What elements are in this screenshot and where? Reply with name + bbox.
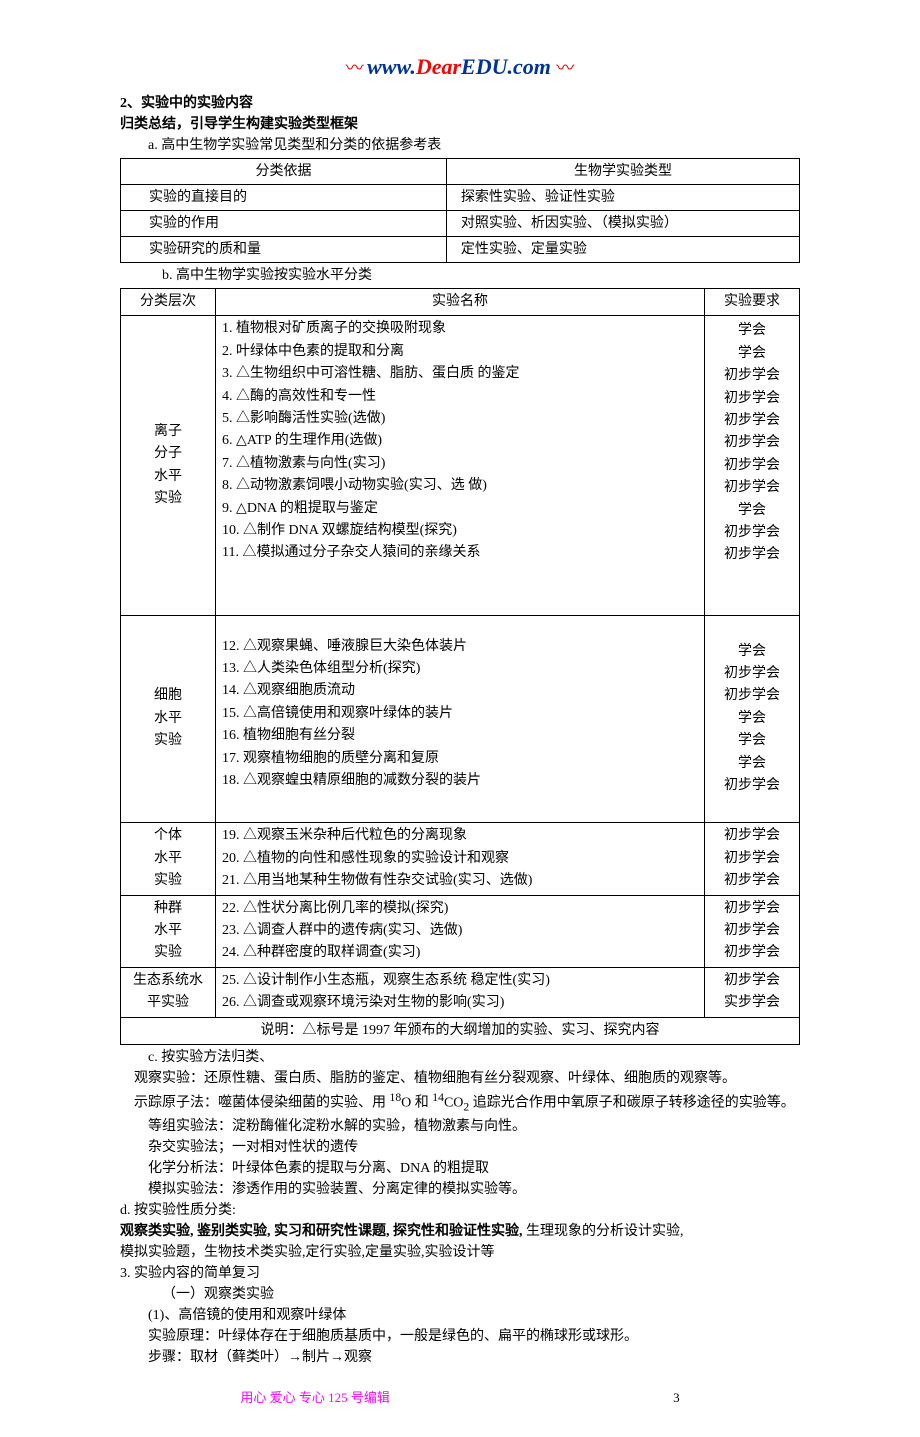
logo-mid: Dear [416, 54, 461, 79]
sup-18: 18 [390, 1091, 402, 1104]
t2-h3: 实验要求 [704, 289, 799, 316]
t2-g2-items: 12. △观察果蝇、唾液腺巨大染色体装片 13. △人类染色体组型分析(探究) … [216, 615, 705, 823]
section-2-subtitle: 归类总结，引导学生构建实验类型框架 [120, 114, 800, 135]
swoosh-left-icon: 〰 [346, 58, 364, 78]
page-number: 3 [673, 1388, 680, 1408]
t1-h2: 生物学实验类型 [446, 159, 799, 185]
sec3-p2: 步骤：取材（藓类叶）→制片→观察 [120, 1347, 800, 1368]
c-l2d: 追踪光合作用中氧原子和碳原子转移途径的实验等。 [469, 1096, 795, 1111]
t2-g4-cat: 种群 水平 实验 [121, 895, 216, 967]
t2-g1-cat: 离子 分子 水平 实验 [121, 316, 216, 615]
d-rest1: 生理现象的分析设计实验, [523, 1224, 684, 1239]
t2-h1: 分类层次 [121, 289, 216, 316]
t2-g3-req: 初步学会 初步学会 初步学会 [704, 823, 799, 895]
t2-h2: 实验名称 [216, 289, 705, 316]
t1-r1c1: 实验的直接目的 [121, 185, 447, 211]
t2-g2-cat: 细胞 水平 实验 [121, 615, 216, 823]
c-l2c: CO [444, 1096, 463, 1111]
t2-g1-req: 学会 学会 初步学会 初步学会 初步学会 初步学会 初步学会 初步学会 学会 初… [704, 316, 799, 615]
sec3-item1: (1)、高倍镜的使用和观察叶绿体 [120, 1305, 800, 1326]
c-l2a: 示踪原子法：噬菌体侵染细菌的实验、用 [134, 1096, 390, 1111]
c-line-1: 观察实验：还原性糖、蛋白质、脂肪的鉴定、植物细胞有丝分裂观察、叶绿体、细胞质的观… [120, 1068, 800, 1089]
sec3-p1: 实验原理：叶绿体存在于细胞质基质中，一般是绿色的、扁平的椭球形或球形。 [120, 1326, 800, 1347]
sup-14: 14 [432, 1091, 444, 1104]
section-2-title: 2、实验中的实验内容 [120, 93, 800, 114]
site-logo: 〰 www.DearEDU.com 〰 [120, 50, 800, 83]
t2-g4-items: 22. △性状分离比例几率的模拟(探究) 23. △调查人群中的遗传病(实习、选… [216, 895, 705, 967]
t2-note: 说明：△标号是 1997 年颁布的大纲增加的实验、实习、探究内容 [121, 1017, 800, 1044]
t2-g2-req: 学会 初步学会 初步学会 学会 学会 学会 初步学会 [704, 615, 799, 823]
subsection-d-title: d. 按实验性质分类: [120, 1200, 800, 1221]
logo-url: www.DearEDU.com [367, 54, 556, 79]
t1-r3c1: 实验研究的质和量 [121, 237, 447, 263]
c-line-6: 模拟实验法：渗透作用的实验装置、分离定律的模拟实验等。 [120, 1179, 800, 1200]
d-line-2: 模拟实验题，生物技术类实验,定行实验,定量实验,实验设计等 [120, 1242, 800, 1263]
t2-g4-req: 初步学会 初步学会 初步学会 [704, 895, 799, 967]
c-line-4: 杂交实验法；一对相对性状的遗传 [120, 1137, 800, 1158]
t1-r2c2: 对照实验、析因实验、（模拟实验） [446, 211, 799, 237]
t2-g5-cat: 生态系统水 平实验 [121, 967, 216, 1017]
logo-prefix: www. [367, 54, 416, 79]
c-line-2: 示踪原子法：噬菌体侵染细菌的实验、用 18O 和 14CO2 追踪光合作用中氧原… [120, 1089, 800, 1116]
subsection-c-title: c. 按实验方法归类、 [120, 1047, 800, 1068]
t1-r2c1: 实验的作用 [121, 211, 447, 237]
t2-g1-items: 1. 植物根对矿质离子的交换吸附现象 2. 叶绿体中色素的提取和分离 3. △生… [216, 316, 705, 615]
swoosh-right-icon: 〰 [556, 58, 574, 78]
d-bold: 观察类实验, 鉴别类实验, 实习和研究性课题, 探究性和验证性实验, [120, 1224, 523, 1239]
page-footer: 用心 爱心 专心 125 号编辑 3 [120, 1388, 800, 1408]
subsection-a: a. 高中生物学实验常见类型和分类的依据参考表 [120, 135, 800, 156]
t2-g3-cat: 个体 水平 实验 [121, 823, 216, 895]
c-l2b: O 和 [401, 1096, 432, 1111]
t1-r1c2: 探索性实验、验证性实验 [446, 185, 799, 211]
subsection-b: b. 高中生物学实验按实验水平分类 [120, 265, 800, 286]
t1-h1: 分类依据 [121, 159, 447, 185]
t2-g5-items: 25. △设计制作小生态瓶，观察生态系统 稳定性(实习) 26. △调查或观察环… [216, 967, 705, 1017]
section-3-title: 3. 实验内容的简单复习 [120, 1263, 800, 1284]
footer-text: 用心 爱心 专心 125 号编辑 [240, 1390, 390, 1405]
table-classification-basis: 分类依据 生物学实验类型 实验的直接目的 探索性实验、验证性实验 实验的作用 对… [120, 158, 800, 263]
table-experiment-levels: 分类层次 实验名称 实验要求 离子 分子 水平 实验 1. 植物根对矿质离子的交… [120, 288, 800, 1045]
t2-g3-items: 19. △观察玉米杂种后代粒色的分离现象 20. △植物的向性和感性现象的实验设… [216, 823, 705, 895]
d-line-1: 观察类实验, 鉴别类实验, 实习和研究性课题, 探究性和验证性实验, 生理现象的… [120, 1221, 800, 1242]
t1-r3c2: 定性实验、定量实验 [446, 237, 799, 263]
logo-suffix: EDU.com [461, 54, 551, 79]
c-line-3: 等组实验法：淀粉酶催化淀粉水解的实验，植物激素与向性。 [120, 1116, 800, 1137]
t2-g5-req: 初步学会 实步学会 [704, 967, 799, 1017]
c-line-5: 化学分析法：叶绿体色素的提取与分离、DNA 的粗提取 [120, 1158, 800, 1179]
